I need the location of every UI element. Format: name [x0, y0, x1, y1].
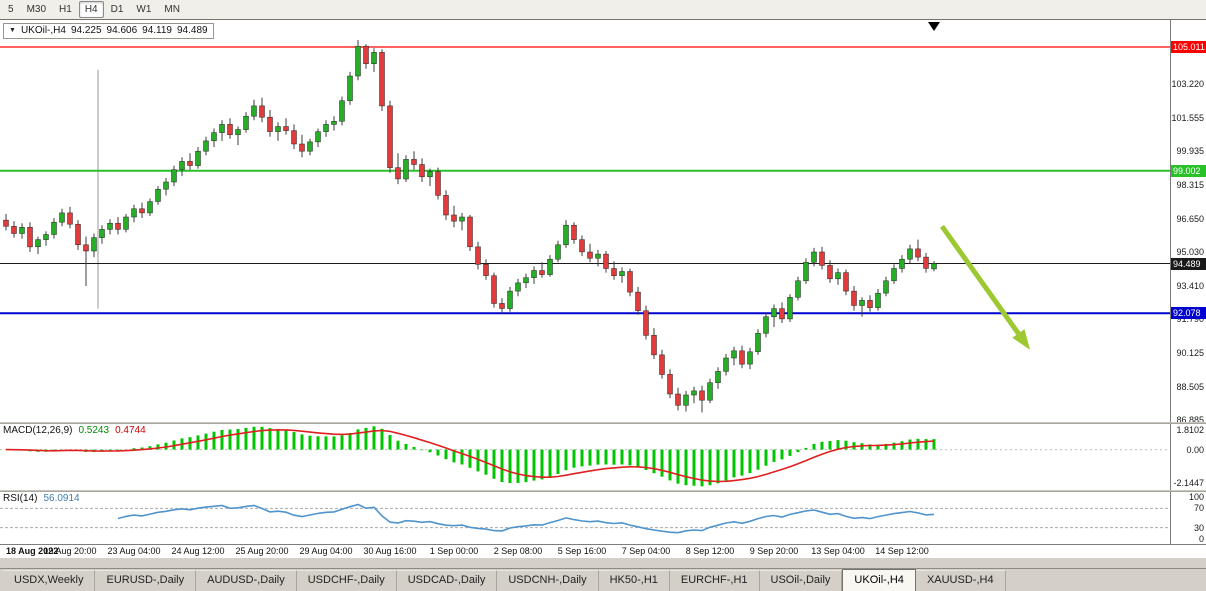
- rsi-axis-tick: 100: [1188, 492, 1204, 502]
- tab-audusd-daily[interactable]: AUDUSD-,Daily: [196, 570, 297, 591]
- rsi-axis-tick: 70: [1193, 503, 1204, 513]
- timeframe-toolbar: 5 M30 H1 H4 D1 W1 MN: [0, 0, 1206, 20]
- price-axis[interactable]: 103.220 101.555 99.935 98.315 96.650 95.030 93…: [1170, 20, 1206, 422]
- time-axis-label: 24 Aug 12:00: [171, 546, 225, 556]
- timeframe-button-h4[interactable]: H4: [78, 1, 104, 18]
- timeframe-button-w1[interactable]: W1: [136, 4, 152, 15]
- tab-hk50-h1[interactable]: HK50-,H1: [598, 570, 670, 591]
- tab-usdchf-daily[interactable]: USDCHF-,Daily: [296, 570, 397, 591]
- price-axis-tick: 103.220: [1171, 79, 1204, 89]
- rsi-label: RSI(14) 56.0914: [3, 493, 80, 504]
- price-axis-tick: 98.315: [1176, 180, 1204, 190]
- time-axis-label: 8 Sep 12:00: [685, 546, 735, 556]
- ohlc-open: 94.225: [70, 25, 102, 36]
- chart-tab-bar: USDX,Weekly EURUSD-,Daily AUDUSD-,Daily USD…: [0, 568, 1206, 591]
- macd-main-value: 0.5243: [78, 425, 110, 436]
- time-axis-label: 5 Sep 16:00: [557, 546, 607, 556]
- panel-splitter[interactable]: [0, 422, 1206, 424]
- macd-axis-tick: 0.00: [1186, 445, 1204, 455]
- time-axis-label: 23 Aug 04:00: [107, 546, 161, 556]
- candlestick-plot-svg: [0, 22, 1170, 413]
- rsi-axis-tick: 30: [1193, 523, 1204, 533]
- price-axis-tick: 101.555: [1171, 113, 1204, 123]
- timeframe-button-mn[interactable]: MN: [164, 4, 180, 15]
- time-axis-label: 30 Aug 16:00: [363, 546, 417, 556]
- time-axis-label: 2 Sep 08:00: [493, 546, 543, 556]
- chart-symbol-period: UKOil-,H4: [20, 25, 66, 36]
- ohlc-high: 94.606: [106, 25, 138, 36]
- price-axis-tick: 88.505: [1176, 382, 1204, 392]
- macd-plot[interactable]: MACD(12,26,9) 0.5243 0.4744: [0, 424, 1170, 490]
- rsi-line: [117, 503, 935, 534]
- rsi-plot-svg: [0, 503, 1170, 534]
- tab-eurusd-daily[interactable]: EURUSD-,Daily: [95, 570, 197, 591]
- panel-splitter[interactable]: [0, 490, 1206, 492]
- tab-usdcad-daily[interactable]: USDCAD-,Daily: [396, 570, 498, 591]
- timeframe-button-d1[interactable]: D1: [110, 4, 124, 15]
- price-axis-tick: 93.410: [1176, 281, 1204, 291]
- price-axis-tick: 96.650: [1176, 214, 1204, 224]
- time-axis-label: 7 Sep 04:00: [621, 546, 671, 556]
- macd-axis-tick: -2.1447: [1173, 478, 1204, 488]
- macd-signal-value: 0.4744: [115, 425, 146, 436]
- time-axis-label: 13 Sep 04:00: [811, 546, 865, 556]
- tab-usdx-weekly[interactable]: USDX,Weekly: [3, 570, 96, 591]
- tab-usdcnh-daily[interactable]: USDCNH-,Daily: [497, 570, 599, 591]
- price-axis-tick: 90.125: [1176, 348, 1204, 358]
- time-axis-label: 25 Aug 20:00: [235, 546, 289, 556]
- price-badge-support-line: 92.078: [1171, 307, 1206, 319]
- macd-axis[interactable]: 1.8102 0.00 -2.1447: [1170, 424, 1206, 490]
- rsi-plot[interactable]: RSI(14) 56.0914: [0, 492, 1170, 544]
- rsi-value: 56.0914: [43, 493, 80, 504]
- tab-ukoil-h4[interactable]: UKOil-,H4: [842, 569, 916, 591]
- time-axis-label: 18 Aug 2022: [6, 546, 59, 556]
- rsi-panel: RSI(14) 56.0914 100 70 30 0: [0, 492, 1206, 544]
- price-axis-tick: 91.790: [1176, 314, 1204, 324]
- down-triangle-marker[interactable]: [928, 22, 940, 31]
- ohlc-close: 94.489: [176, 25, 208, 36]
- price-axis-tick: 99.935: [1176, 146, 1204, 156]
- main-chart-panel: ▼ UKOil-,H4 94.225 94.606 94.119 94.489 …: [0, 20, 1206, 422]
- price-badge-mid-level-line: 99.002: [1171, 165, 1206, 177]
- chart-dropdown-icon[interactable]: ▼: [9, 27, 16, 34]
- price-badge-current-price-line: 94.489: [1171, 258, 1206, 270]
- trend-arrow-annotation[interactable]: [939, 224, 1030, 350]
- ohlc-low: 94.119: [142, 25, 172, 36]
- time-axis[interactable]: 18 Aug 2022 19 Aug 20:00 23 Aug 04:00 24 Au…: [0, 544, 1206, 558]
- macd-title: MACD(12,26,9): [3, 425, 73, 436]
- time-axis-label: 14 Sep 12:00: [875, 546, 929, 556]
- price-badge-resistance-line: 105.011: [1171, 41, 1206, 53]
- macd-label: MACD(12,26,9) 0.5243 0.4744: [3, 425, 146, 436]
- rsi-axis[interactable]: 100 70 30 0: [1170, 492, 1206, 544]
- tab-eurchf-h1[interactable]: EURCHF-,H1: [669, 570, 760, 591]
- candles-series: [3, 40, 937, 413]
- price-axis-tick: 86.885: [1176, 415, 1204, 422]
- window-gap: [0, 558, 1206, 568]
- time-axis-label: 1 Sep 00:00: [429, 546, 479, 556]
- timeframe-button-5[interactable]: 5: [8, 4, 14, 15]
- time-axis-label: 19 Aug 20:00: [43, 546, 97, 556]
- rsi-axis-tick: 0: [1198, 534, 1204, 544]
- time-axis-label: 29 Aug 04:00: [299, 546, 353, 556]
- timeframe-button-h1[interactable]: H1: [59, 4, 72, 15]
- chart-title-box[interactable]: ▼ UKOil-,H4 94.225 94.606 94.119 94.489: [3, 23, 214, 39]
- rsi-title: RSI(14): [3, 493, 38, 504]
- macd-axis-tick: 1.8102: [1176, 425, 1204, 435]
- timeframe-button-m30[interactable]: M30: [26, 4, 47, 15]
- macd-plot-svg: [0, 426, 1170, 487]
- tab-usoil-daily[interactable]: USOil-,Daily: [759, 570, 843, 591]
- tab-xauusd-h4[interactable]: XAUUSD-,H4: [915, 570, 1006, 591]
- price-axis-tick: 95.030: [1176, 247, 1204, 257]
- time-axis-label: 9 Sep 20:00: [749, 546, 799, 556]
- main-chart-plot[interactable]: ▼ UKOil-,H4 94.225 94.606 94.119 94.489: [0, 20, 1170, 422]
- macd-panel: MACD(12,26,9) 0.5243 0.4744 1.8102 0.00 -2…: [0, 424, 1206, 490]
- macd-signal-line: [5, 429, 935, 483]
- chart-window: ▼ UKOil-,H4 94.225 94.606 94.119 94.489 …: [0, 20, 1206, 558]
